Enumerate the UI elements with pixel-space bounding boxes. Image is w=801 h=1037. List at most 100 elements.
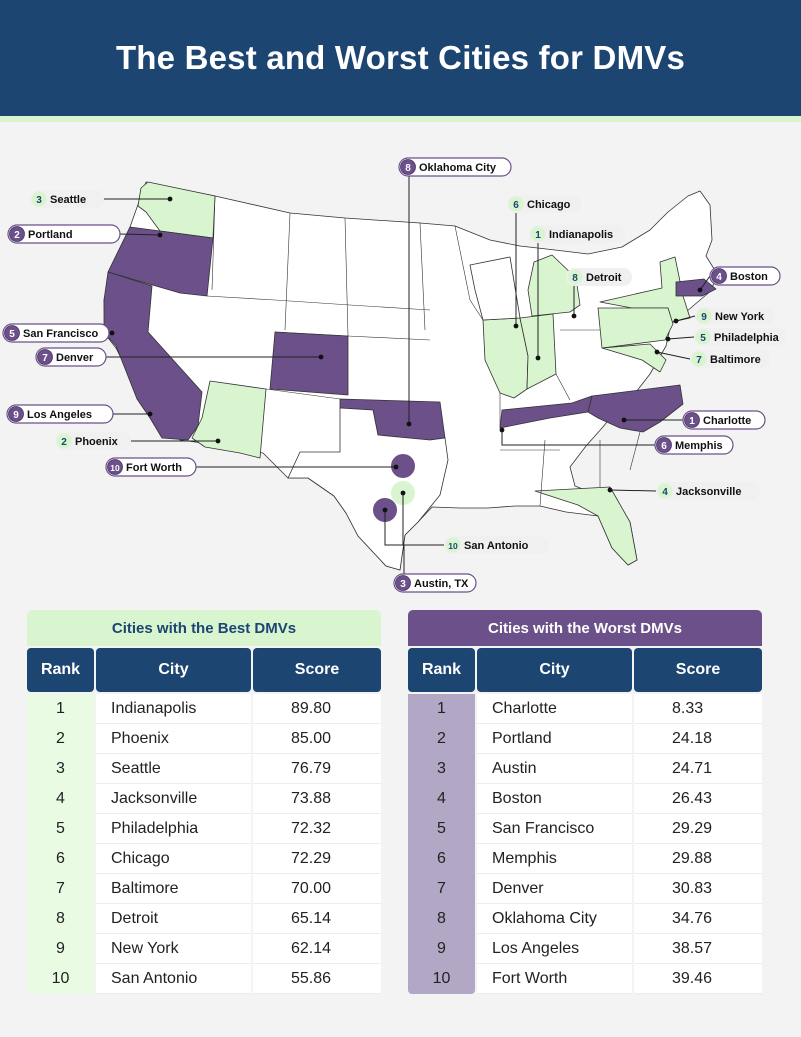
table-row: 5 Philadelphia 72.32 bbox=[27, 814, 381, 844]
map-label-city: Phoenix bbox=[75, 436, 119, 448]
map-label-charlotte: 1 Charlotte bbox=[682, 410, 766, 430]
rank-cell: 9 bbox=[56, 940, 65, 957]
map-label-denver: 7 Denver bbox=[35, 347, 107, 367]
city-cell: Los Angeles bbox=[477, 934, 632, 964]
rank-cell: 5 bbox=[437, 820, 446, 837]
score-cell: 29.88 bbox=[634, 844, 762, 874]
table-row: 2 Phoenix 85.00 bbox=[27, 724, 381, 754]
city-cell: Denver bbox=[477, 874, 632, 904]
map-label-rank: 6 bbox=[513, 200, 519, 211]
map-label-san-francisco: 5 San Francisco bbox=[2, 323, 110, 343]
worst-dmv-table: Cities with the Worst DMVs Rank City Sco… bbox=[408, 610, 762, 994]
map-label-city: Denver bbox=[56, 352, 94, 364]
map-label-city: Baltimore bbox=[710, 354, 761, 366]
score-cell: 72.32 bbox=[253, 814, 381, 844]
table-row: 10 Fort Worth 39.46 bbox=[408, 964, 762, 994]
city-header: City bbox=[477, 648, 632, 692]
map-label-baltimore: 7 Baltimore bbox=[690, 350, 770, 368]
state-michigan bbox=[527, 254, 581, 317]
rank-cell: 7 bbox=[56, 880, 65, 897]
city-header: City bbox=[96, 648, 251, 692]
city-cell: San Antonio bbox=[96, 964, 251, 994]
score-cell: 89.80 bbox=[253, 694, 381, 724]
map-label-city: Jacksonville bbox=[676, 486, 741, 498]
map-label-rank: 5 bbox=[9, 329, 15, 340]
map-label-city: Philadelphia bbox=[714, 332, 780, 344]
score-cell: 8.33 bbox=[634, 694, 762, 724]
map-label-jacksonville: 4 Jacksonville bbox=[656, 482, 760, 500]
score-cell: 30.83 bbox=[634, 874, 762, 904]
score-cell: 65.14 bbox=[253, 904, 381, 934]
city-cell: San Francisco bbox=[477, 814, 632, 844]
map-label-rank: 10 bbox=[110, 463, 120, 473]
rank-cell: 6 bbox=[437, 850, 446, 867]
rank-cell: 3 bbox=[56, 760, 65, 777]
score-header: Score bbox=[634, 648, 762, 692]
table-row: 1 Charlotte 8.33 bbox=[408, 694, 762, 724]
state-arizona bbox=[191, 380, 267, 459]
fort-worth-marker bbox=[391, 454, 415, 478]
table-row: 4 Boston 26.43 bbox=[408, 784, 762, 814]
rank-cell: 10 bbox=[51, 970, 70, 987]
state-pennsylvania bbox=[597, 307, 674, 349]
rank-header: Rank bbox=[27, 648, 94, 692]
state-florida bbox=[534, 486, 638, 566]
score-cell: 34.76 bbox=[634, 904, 762, 934]
best-table-header: Rank City Score bbox=[27, 648, 381, 692]
score-cell: 62.14 bbox=[253, 934, 381, 964]
city-cell: Memphis bbox=[477, 844, 632, 874]
table-row: 6 Chicago 72.29 bbox=[27, 844, 381, 874]
score-cell: 29.29 bbox=[634, 814, 762, 844]
map-label-rank: 9 bbox=[13, 410, 19, 421]
score-cell: 24.18 bbox=[634, 724, 762, 754]
map-label-city: Boston bbox=[730, 271, 768, 283]
city-cell: Seattle bbox=[96, 754, 251, 784]
map-label-city: Austin, TX bbox=[414, 578, 469, 590]
map-label-chicago: 6 Chicago bbox=[507, 195, 581, 213]
map-label-san-antonio: 10 San Antonio bbox=[444, 536, 548, 554]
map-label-phoenix: 2 Phoenix bbox=[55, 432, 131, 450]
rank-cell: 8 bbox=[437, 910, 446, 927]
city-cell: Baltimore bbox=[96, 874, 251, 904]
score-cell: 73.88 bbox=[253, 784, 381, 814]
map-label-city: Portland bbox=[28, 229, 73, 241]
rank-cell: 6 bbox=[56, 850, 65, 867]
score-cell: 72.29 bbox=[253, 844, 381, 874]
score-header: Score bbox=[253, 648, 381, 692]
city-cell: Detroit bbox=[96, 904, 251, 934]
map-label-rank: 8 bbox=[405, 163, 411, 174]
state-colorado bbox=[269, 331, 349, 396]
table-row: 7 Baltimore 70.00 bbox=[27, 874, 381, 904]
city-cell: Charlotte bbox=[477, 694, 632, 724]
map-label-indianapolis: 1 Indianapolis bbox=[529, 225, 625, 243]
rank-cell: 4 bbox=[56, 790, 65, 807]
map-label-rank: 2 bbox=[14, 230, 20, 241]
map-label-rank: 10 bbox=[448, 541, 458, 551]
map-label-city: Indianapolis bbox=[549, 229, 613, 241]
table-row: 2 Portland 24.18 bbox=[408, 724, 762, 754]
city-cell: Philadelphia bbox=[96, 814, 251, 844]
map-label-city: Chicago bbox=[527, 199, 571, 211]
header-banner: The Best and Worst Cities for DMVs bbox=[0, 0, 801, 122]
map-label-rank: 5 bbox=[700, 333, 706, 344]
best-table-title: Cities with the Best DMVs bbox=[27, 610, 381, 646]
city-cell: Jacksonville bbox=[96, 784, 251, 814]
best-dmv-table: Cities with the Best DMVs Rank City Scor… bbox=[27, 610, 381, 994]
map-label-boston: 4 Boston bbox=[709, 266, 781, 286]
map-label-los-angeles: 9 Los Angeles bbox=[6, 404, 114, 424]
table-row: 1 Indianapolis 89.80 bbox=[27, 694, 381, 724]
rank-cell: 10 bbox=[432, 970, 451, 987]
state-maryland bbox=[601, 343, 667, 373]
score-cell: 24.71 bbox=[634, 754, 762, 784]
city-cell: Portland bbox=[477, 724, 632, 754]
city-cell: Chicago bbox=[96, 844, 251, 874]
city-cell: Austin bbox=[477, 754, 632, 784]
rank-cell: 7 bbox=[437, 880, 446, 897]
rank-cell: 5 bbox=[56, 820, 65, 837]
worst-table-title: Cities with the Worst DMVs bbox=[408, 610, 762, 646]
state-texas bbox=[287, 407, 449, 571]
worst-table-header: Rank City Score bbox=[408, 648, 762, 692]
rank-cell: 9 bbox=[437, 940, 446, 957]
rank-cell: 2 bbox=[56, 730, 65, 747]
map-label-rank: 6 bbox=[661, 441, 667, 452]
